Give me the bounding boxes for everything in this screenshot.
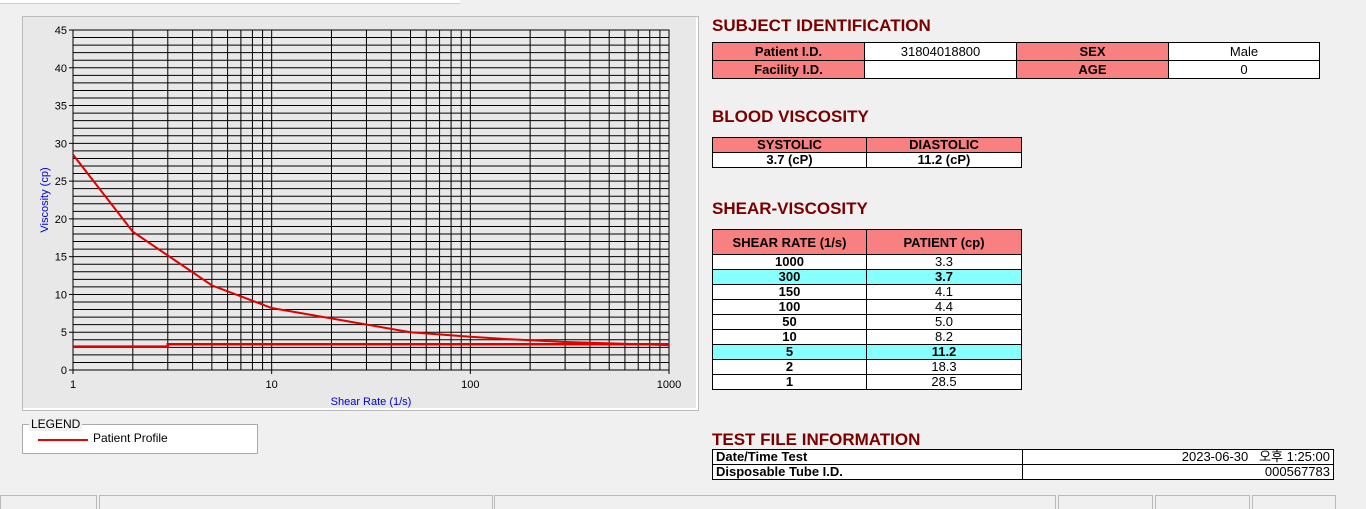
- y-tick-label: 15: [55, 252, 67, 264]
- y-tick-label: 10: [55, 289, 67, 301]
- viscosity-chart: 0 5 10 15 20 25 30 35 40 45 1 10 100 1000 Shear Rate (…: [23, 17, 698, 410]
- shear-rate-header: SHEAR RATE (1/s): [713, 230, 867, 255]
- shear-rate-value: 5: [713, 345, 867, 360]
- status-cell: [1155, 495, 1250, 509]
- legend-title: LEGEND: [29, 417, 82, 431]
- patient-value: 8.2: [867, 330, 1022, 345]
- shear-title: SHEAR-VISCOSITY: [712, 199, 868, 219]
- patient-value: 11.2: [867, 345, 1022, 360]
- systolic-label: SYSTOLIC: [713, 138, 867, 153]
- tube-label: Disposable Tube I.D.: [713, 465, 1023, 480]
- shear-rate-value: 300: [713, 270, 867, 285]
- status-cell: [1058, 495, 1153, 509]
- shear-rate-value: 10: [713, 330, 867, 345]
- date-label: Date/Time Test: [713, 450, 1023, 465]
- legend-line-swatch: [38, 439, 88, 441]
- x-tick-label: 10: [266, 379, 278, 391]
- patient-value: 4.4: [867, 300, 1022, 315]
- shear-rate-value: 100: [713, 300, 867, 315]
- age-label: AGE: [1017, 61, 1169, 79]
- facility-value: [865, 61, 1017, 79]
- patient-id-label: Patient I.D.: [713, 43, 865, 61]
- status-cell: [99, 495, 493, 509]
- subject-title: SUBJECT IDENTIFICATION: [712, 16, 931, 36]
- sex-label: SEX: [1017, 43, 1169, 61]
- diastolic-value: 11.2 (cP): [867, 153, 1022, 168]
- x-tick-label: 1000: [657, 379, 681, 391]
- shear-rate-value: 1: [713, 375, 867, 390]
- shear-rate-value: 1000: [713, 255, 867, 270]
- y-tick-label: 45: [55, 25, 67, 37]
- patient-value: 18.3: [867, 360, 1022, 375]
- y-tick-label: 40: [55, 63, 67, 75]
- testfile-title: TEST FILE INFORMATION: [712, 430, 920, 450]
- patient-value: 28.5: [867, 375, 1022, 390]
- y-axis-label: Viscosity (cp): [39, 167, 51, 232]
- patient-header: PATIENT (cp): [867, 230, 1022, 255]
- date-value: 2023-06-30 오후 1:25:00: [1023, 450, 1334, 465]
- status-cell: [494, 495, 1056, 509]
- top-strip: [0, 0, 460, 4]
- facility-label: Facility I.D.: [713, 61, 865, 79]
- x-tick-label: 1: [70, 379, 76, 391]
- patient-value: 3.7: [867, 270, 1022, 285]
- y-tick-label: 25: [55, 176, 67, 188]
- chart-panel: 0 5 10 15 20 25 30 35 40 45 1 10 100 1000 Shear Rate (…: [22, 16, 699, 411]
- y-tick-label: 0: [61, 365, 67, 377]
- status-cell: [1252, 495, 1336, 509]
- tube-value: 000567783: [1023, 465, 1334, 480]
- scrollbar[interactable]: [1349, 0, 1357, 490]
- shear-rate-value: 50: [713, 315, 867, 330]
- systolic-value: 3.7 (cP): [713, 153, 867, 168]
- sex-value: Male: [1169, 43, 1320, 61]
- age-value: 0: [1169, 61, 1320, 79]
- x-axis-label: Shear Rate (1/s): [331, 396, 412, 408]
- plot-area: [73, 30, 669, 370]
- legend-item: Patient Profile: [93, 431, 168, 445]
- patient-value: 3.3: [867, 255, 1022, 270]
- y-tick-label: 30: [55, 138, 67, 150]
- y-tick-label: 5: [61, 327, 67, 339]
- y-tick-label: 35: [55, 101, 67, 113]
- y-tick-label: 20: [55, 214, 67, 226]
- diastolic-label: DIASTOLIC: [867, 138, 1022, 153]
- shear-rate-value: 150: [713, 285, 867, 300]
- blood-title: BLOOD VISCOSITY: [712, 107, 869, 127]
- patient-value: 4.1: [867, 285, 1022, 300]
- shear-rate-value: 2: [713, 360, 867, 375]
- patient-value: 5.0: [867, 315, 1022, 330]
- x-tick-label: 100: [461, 379, 479, 391]
- status-cell: [0, 495, 97, 509]
- patient-id-value: 31804018800: [865, 43, 1017, 61]
- legend: LEGEND Patient Profile: [22, 424, 258, 454]
